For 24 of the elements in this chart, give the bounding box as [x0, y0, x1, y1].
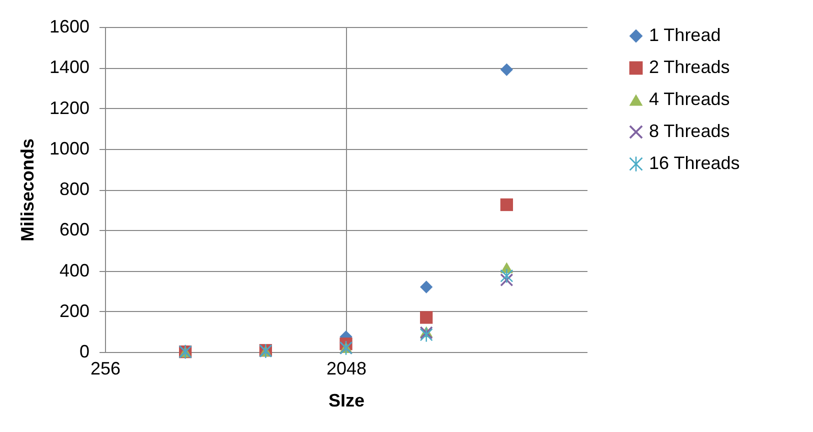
x-tick-label: 2048 — [326, 358, 367, 378]
legend-label: 2 Threads — [649, 57, 730, 77]
point — [500, 268, 513, 283]
x-tick-label: 256 — [90, 358, 121, 378]
y-tick-label: 1200 — [49, 98, 90, 118]
x-axis-title: SIze — [328, 390, 365, 410]
legend-label: 1 Thread — [649, 25, 721, 45]
y-tick-label: 1600 — [49, 16, 90, 36]
y-tick-label: 1400 — [49, 57, 90, 78]
y-tick-label: 0 — [79, 342, 90, 362]
legend-label: 16 Threads — [649, 153, 740, 173]
point — [500, 198, 513, 212]
y-tick-label: 800 — [59, 179, 90, 199]
y-axis-title: Miliseconds — [17, 138, 38, 242]
legend-label: 4 Threads — [649, 89, 730, 109]
point — [420, 328, 433, 342]
y-tick-label: 200 — [59, 300, 90, 321]
point — [420, 311, 433, 324]
legend-label: 8 Threads — [649, 121, 730, 141]
y-tick-label: 1000 — [49, 138, 90, 158]
y-tick-label: 400 — [59, 260, 90, 280]
point — [500, 63, 513, 76]
point — [420, 280, 433, 294]
y-tick-label: 600 — [59, 220, 90, 240]
